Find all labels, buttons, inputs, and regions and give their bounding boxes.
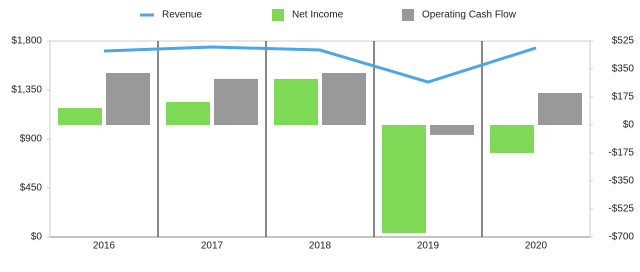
legend-swatch [402, 9, 414, 21]
y-tick-label: $900 [20, 134, 43, 145]
legend-label: Net Income [292, 10, 344, 21]
y2-tick-label: -$700 [608, 232, 634, 243]
y-tick-label: $1,800 [11, 36, 42, 47]
y-tick-label: $1,350 [11, 85, 42, 96]
y2-tick-label: -$175 [608, 148, 634, 159]
y2-tick-label: $525 [612, 36, 635, 47]
bar [58, 108, 102, 125]
bar [166, 101, 210, 125]
bar [382, 125, 426, 233]
y2-tick-label: $175 [612, 92, 635, 103]
bar [274, 78, 318, 125]
legend-swatch [272, 9, 284, 21]
y2-tick-label: -$350 [608, 176, 634, 187]
legend-label: Operating Cash Flow [422, 10, 517, 21]
y-tick-label: $450 [20, 183, 43, 194]
x-tick-label: 2019 [417, 241, 440, 252]
x-tick-label: 2017 [201, 241, 224, 252]
y2-tick-label: $0 [623, 120, 635, 131]
y2-tick-label: $350 [612, 64, 635, 75]
bar [490, 125, 534, 153]
bar [430, 125, 474, 135]
line [103, 45, 537, 84]
x-tick-label: 2018 [309, 241, 332, 252]
y2-tick-label: -$525 [608, 204, 634, 215]
bar [322, 73, 366, 125]
bar [214, 78, 258, 125]
bar [538, 93, 582, 125]
legend-label: Revenue [162, 10, 202, 21]
x-tick-label: 2020 [525, 241, 548, 252]
y-tick-label: $0 [31, 232, 43, 243]
x-tick-label: 2016 [93, 241, 116, 252]
bar [106, 73, 150, 125]
